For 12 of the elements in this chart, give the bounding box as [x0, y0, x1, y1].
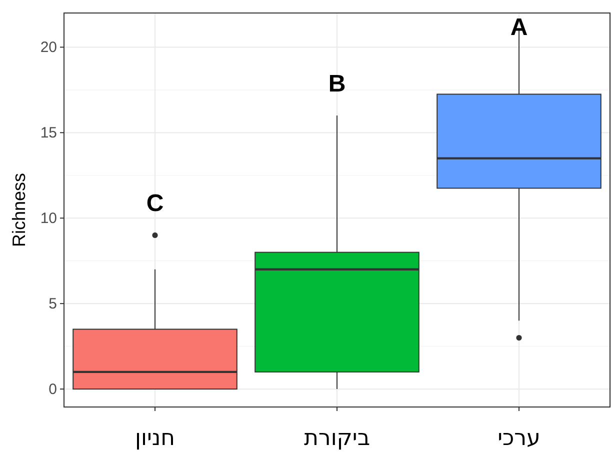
x-tick-label: ביקורת [304, 426, 370, 451]
y-tick-label: 15 [40, 124, 57, 142]
x-tick-label: חניון [134, 426, 176, 451]
x-tick-label: ערכי [498, 426, 540, 451]
y-tick-label: 10 [40, 210, 57, 228]
y-tick-label: 0 [48, 381, 57, 398]
y-tick-label: 5 [48, 296, 57, 313]
annotation: C [146, 190, 164, 218]
y-axis-title: Richness [9, 172, 29, 248]
y-tick-label: 20 [40, 39, 57, 56]
annotation: B [328, 70, 346, 98]
annotation: A [510, 14, 528, 41]
